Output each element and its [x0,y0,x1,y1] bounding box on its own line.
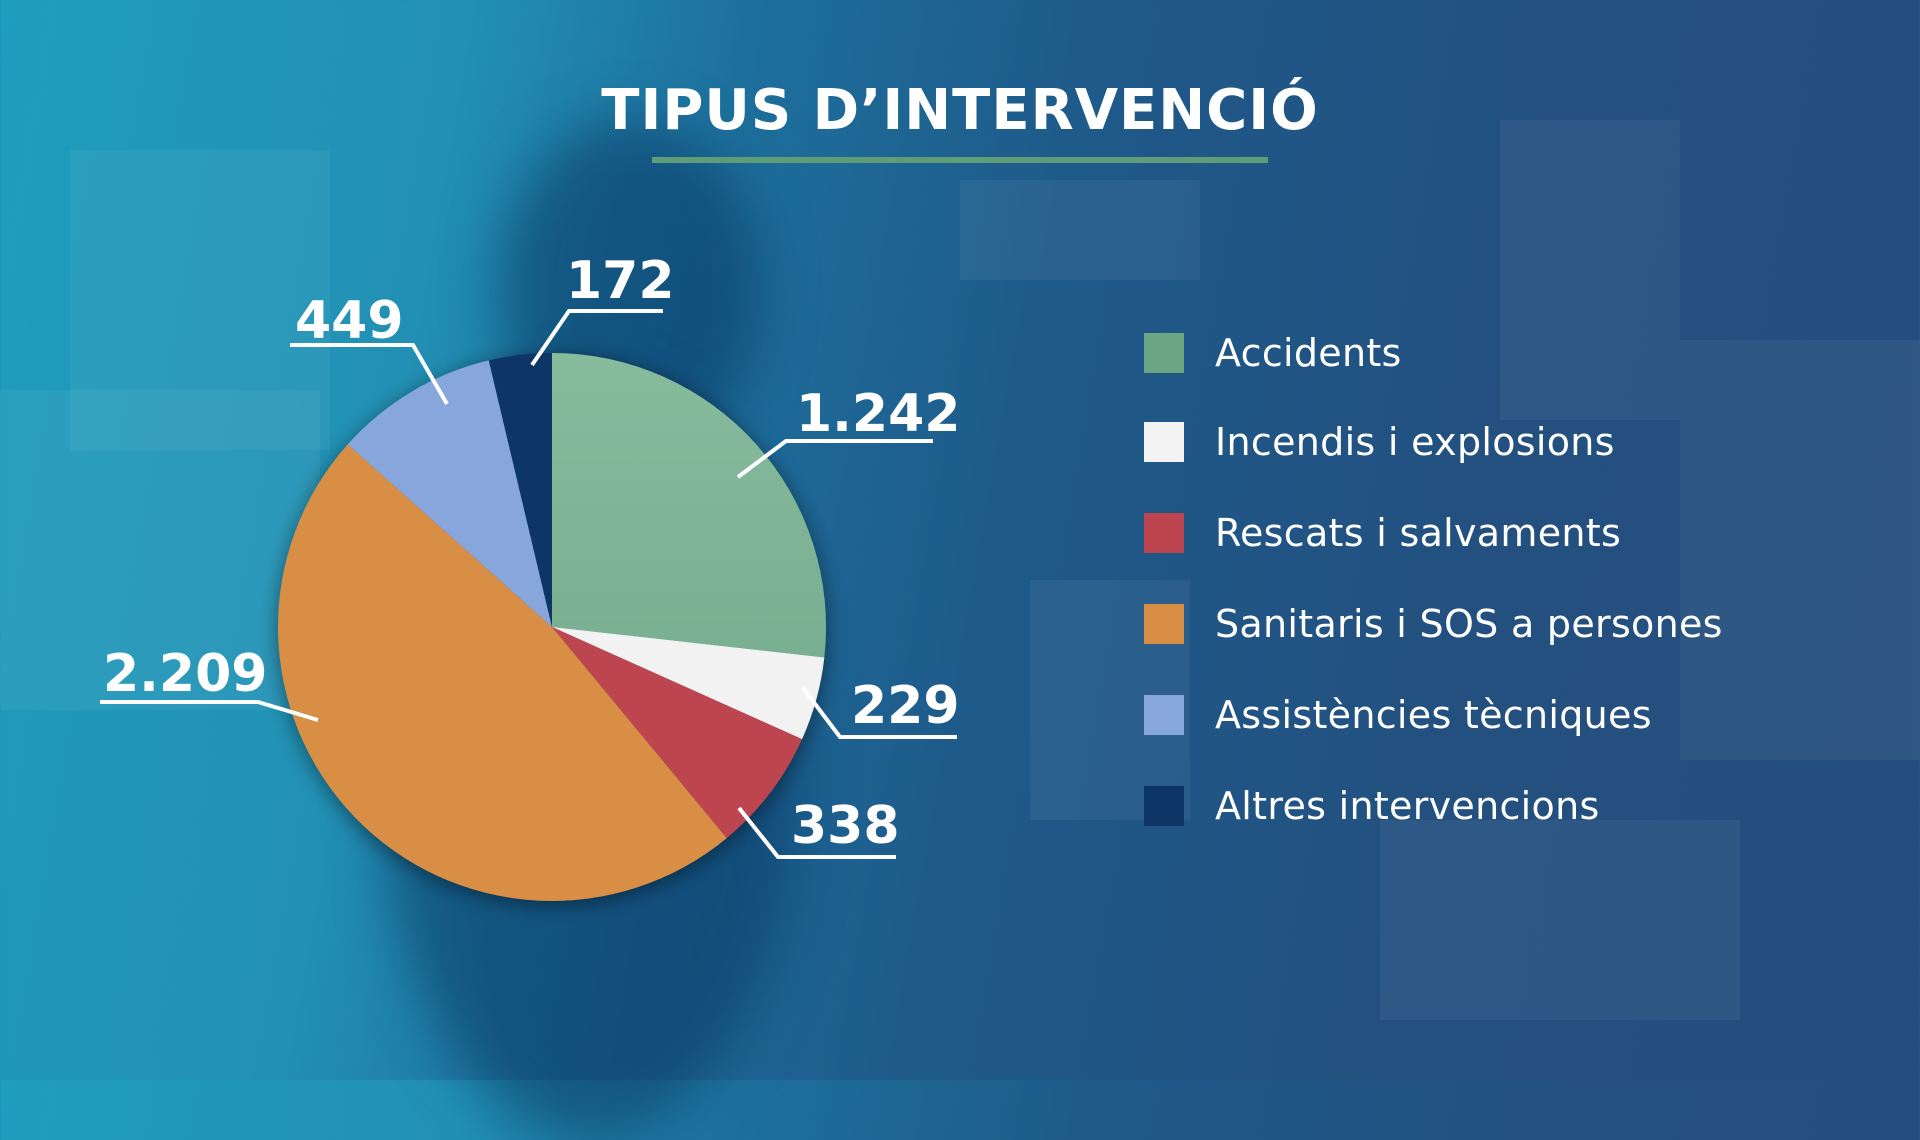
legend-item-incendis: Incendis i explosions [1144,420,1615,464]
pie-slice-altres [488,353,552,627]
legend-item-assistencies: Assistències tècniques [1144,693,1652,737]
data-label-sanitaris: 2.209 [103,644,268,704]
pie-slice-incendis [552,627,825,740]
legend-label: Assistències tècniques [1215,693,1652,737]
leader-line-sanitaris [100,700,319,722]
legend-swatch-assistencies [1144,695,1184,735]
title-underline [652,157,1268,163]
pie-slices [278,353,826,901]
pie-slice-accidents [552,353,826,658]
legend-item-sanitaris: Sanitaris i SOS a persones [1144,602,1723,646]
legend-label: Altres intervencions [1215,784,1600,828]
leader-line-accidents [736,439,933,479]
leader-line-rescats [737,806,896,859]
pie-slice-rescats [552,627,803,839]
leader-line-incendis [801,686,957,739]
legend-item-rescats: Rescats i salvaments [1144,511,1622,555]
legend-swatch-accidents [1144,333,1184,373]
legend-item-accidents: Accidents [1144,331,1402,375]
legend-label: Rescats i salvaments [1215,511,1622,555]
pie-chart [100,309,957,901]
pie-slice-sanitaris [278,444,727,901]
leader-line-altres [530,309,663,367]
data-label-incendis: 229 [851,676,960,736]
pie-slice-assistencies [347,360,552,627]
legend-item-altres: Altres intervencions [1144,784,1600,828]
legend-swatch-altres [1144,786,1184,826]
chart-title: TIPUS D’INTERVENCIÓ [601,78,1319,143]
data-label-accidents: 1.242 [796,384,961,444]
data-label-altres: 172 [566,251,675,311]
legend-label: Sanitaris i SOS a persones [1215,602,1723,646]
leader-line-assistencies [290,343,449,405]
legend-label: Accidents [1215,331,1402,375]
legend-swatch-sanitaris [1144,604,1184,644]
data-label-rescats: 338 [791,796,900,856]
legend-swatch-incendis [1144,422,1184,462]
legend-label: Incendis i explosions [1215,420,1615,464]
data-label-assistencies: 449 [295,291,404,351]
legend-swatch-rescats [1144,513,1184,553]
leader-lines [100,309,957,859]
